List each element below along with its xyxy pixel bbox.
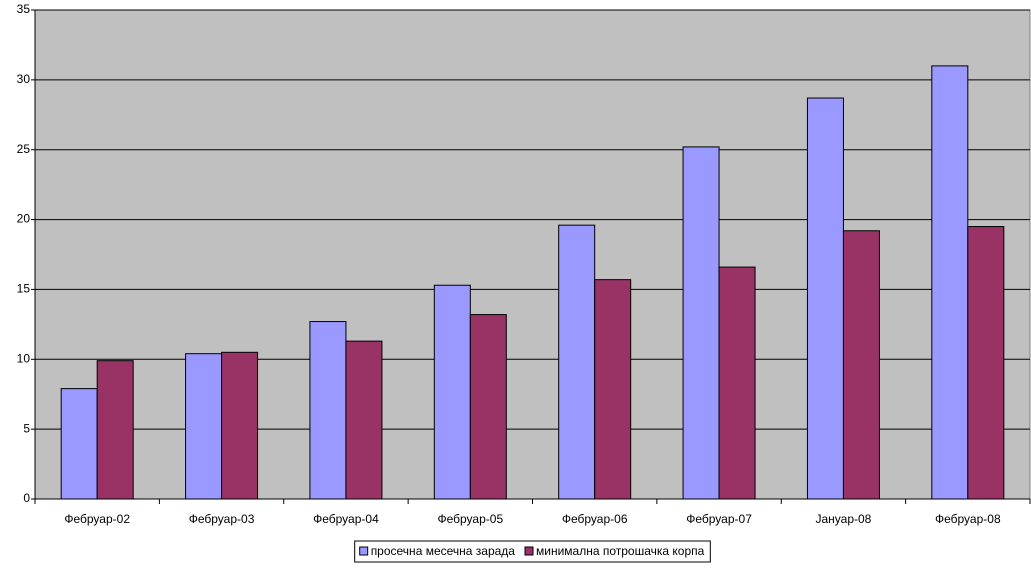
x-tick-label: Јануар-08 [816,512,872,526]
x-tick-label: Фебруар-07 [686,512,752,526]
y-tick-label: 20 [17,212,31,226]
x-tick-label: Фебруар-06 [562,512,628,526]
bar [967,226,1005,500]
legend-label: просечна месечна зарада [371,544,516,558]
bar [60,388,98,500]
y-tick-label: 25 [17,142,31,156]
bar [96,360,134,500]
bar [433,284,471,500]
bar [806,97,844,500]
bar [931,65,969,500]
y-tick-label: 15 [17,282,31,296]
x-tick-label: Фебруар-02 [64,512,130,526]
y-tick-label: 30 [17,72,31,86]
bar [469,314,507,500]
y-tick-label: 35 [17,2,31,16]
legend-swatch [359,546,369,556]
bar [718,266,756,500]
bar [185,353,223,500]
y-tick-label: 5 [23,421,30,435]
bar [558,224,596,500]
bar [345,340,383,500]
legend-swatch [524,546,534,556]
x-tick-label: Фебруар-04 [313,512,379,526]
y-tick-label: 10 [17,351,31,365]
x-tick-label: Фебруар-03 [189,512,255,526]
bar [221,351,259,500]
bar [594,279,632,500]
bar [842,230,880,500]
plot-area [34,9,1031,500]
y-tick-label: 0 [23,491,30,505]
bar [309,321,347,500]
x-tick-label: Фебруар-08 [935,512,1001,526]
legend-label: минимална потрошачка корпа [536,544,705,558]
bar [682,146,720,500]
x-tick-label: Фебруар-05 [437,512,503,526]
